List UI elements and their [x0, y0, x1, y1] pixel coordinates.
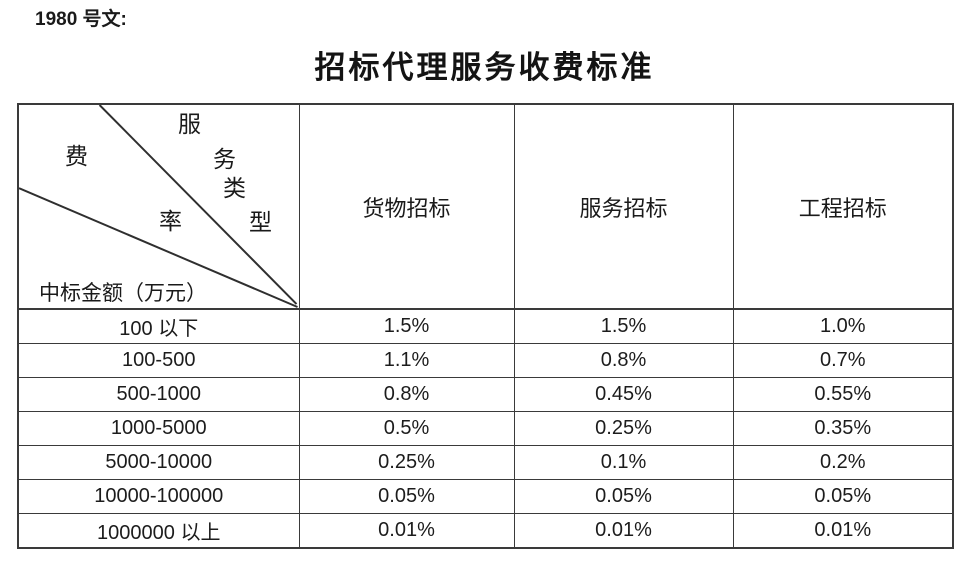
corner-label-fee-rate-char: 费 [65, 144, 88, 169]
fee-rate-cell: 1.0% [732, 308, 954, 344]
table-row: 5000-10000 0.25% 0.1% 0.2% [17, 445, 954, 480]
row-range-label: 500-1000 [17, 377, 300, 412]
fee-rate-cell: 0.45% [513, 377, 734, 412]
table-row: 100 以下 1.5% 1.5% 1.0% [17, 308, 954, 344]
fee-rate-cell: 0.5% [298, 411, 515, 446]
table-row: 100-500 1.1% 0.8% 0.7% [17, 343, 954, 378]
column-header-service-bidding: 服务招标 [513, 103, 734, 310]
fee-rate-cell: 0.25% [513, 411, 734, 446]
corner-label-service-type-char: 类 [223, 176, 246, 201]
fee-rate-cell: 1.5% [513, 308, 734, 344]
fee-rate-cell: 0.8% [513, 343, 734, 378]
fee-rate-cell: 0.05% [732, 479, 954, 514]
table-corner-cell: 服 务 类 型 费 率 中标金额（万元） [17, 103, 300, 310]
corner-label-service-type-char: 型 [249, 210, 272, 235]
column-header-engineering-bidding: 工程招标 [732, 103, 954, 310]
row-range-label: 1000000 以上 [17, 513, 300, 549]
row-range-label: 5000-10000 [17, 445, 300, 480]
corner-label-service-type-char: 务 [213, 147, 236, 172]
fee-rate-cell: 1.1% [298, 343, 515, 378]
fee-rate-cell: 0.7% [732, 343, 954, 378]
row-range-label: 1000-5000 [17, 411, 300, 446]
fee-rate-cell: 0.01% [513, 513, 734, 549]
fee-rate-cell: 1.5% [298, 308, 515, 344]
corner-label-award-amount: 中标金额（万元） [39, 281, 207, 305]
table-header-row: 服 务 类 型 费 率 中标金额（万元） 货物招标 服务招标 工程招标 [17, 103, 954, 310]
fee-rate-cell: 0.01% [298, 513, 515, 549]
corner-label-service-type-char: 服 [178, 112, 201, 137]
column-header-goods-bidding: 货物招标 [298, 103, 515, 310]
table-row: 500-1000 0.8% 0.45% 0.55% [17, 377, 954, 412]
diagonal-divider-lines [19, 105, 298, 307]
fee-rate-cell: 0.55% [732, 377, 954, 412]
table-row: 1000-5000 0.5% 0.25% 0.35% [17, 411, 954, 446]
row-range-label: 10000-100000 [17, 479, 300, 514]
doc-number: 1980 号文: [35, 9, 127, 30]
table-row: 10000-100000 0.05% 0.05% 0.05% [17, 479, 954, 514]
fee-rate-cell: 0.2% [732, 445, 954, 480]
fee-rate-cell: 0.01% [732, 513, 954, 549]
page-title: 招标代理服务收费标准 [314, 50, 655, 85]
fee-rate-cell: 0.8% [298, 377, 515, 412]
fee-rate-cell: 0.1% [513, 445, 734, 480]
fee-rate-cell: 0.05% [298, 479, 515, 514]
fee-rate-cell: 0.35% [732, 411, 954, 446]
fee-rate-cell: 0.05% [513, 479, 734, 514]
row-range-label: 100-500 [17, 343, 300, 378]
corner-label-fee-rate-char: 率 [159, 209, 182, 234]
table-row: 1000000 以上 0.01% 0.01% 0.01% [17, 513, 954, 549]
fee-rate-cell: 0.25% [298, 445, 515, 480]
fee-table: 服 务 类 型 费 率 中标金额（万元） 货物招标 服务招标 工程招标 100 … [17, 103, 954, 549]
row-range-label: 100 以下 [17, 308, 300, 344]
